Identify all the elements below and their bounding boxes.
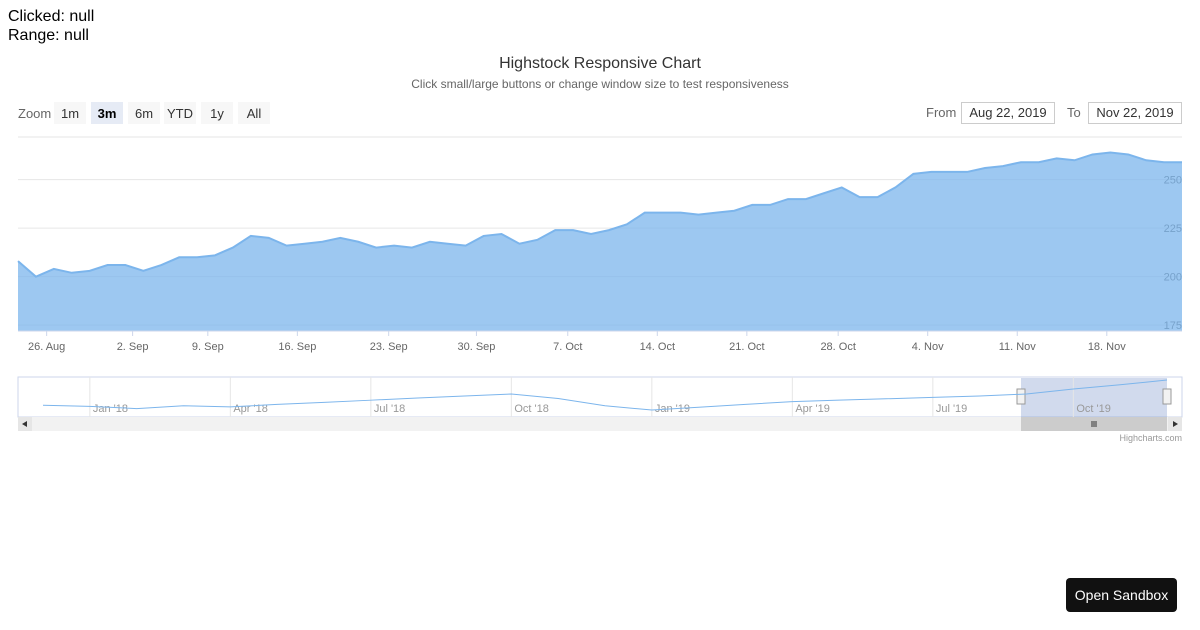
scrollbar-track: [18, 417, 1182, 431]
x-tick-label: 14. Oct: [640, 341, 675, 353]
x-tick-label: 2. Sep: [117, 341, 149, 353]
chart-subtitle: Click small/large buttons or change wind…: [411, 77, 789, 91]
from-input[interactable]: Aug 22, 2019: [961, 102, 1055, 124]
handle-right[interactable]: [1162, 388, 1172, 405]
x-tick-label: 11. Nov: [999, 341, 1037, 353]
navigator-tick-label: Jul '18: [374, 403, 405, 415]
chart-title: Highstock Responsive Chart: [499, 55, 701, 72]
x-tick-label: 4. Nov: [912, 341, 944, 353]
navigator-tick-label: Jan '18: [93, 403, 128, 415]
zoom-button[interactable]: 1y: [201, 102, 233, 124]
navigator-tick-label: Oct '18: [514, 403, 549, 415]
zoom-label: Zoom: [18, 106, 51, 121]
credits: Highcharts.com: [1119, 433, 1182, 443]
x-tick-label: 7. Oct: [553, 341, 582, 353]
scroll-grip: [1091, 421, 1097, 427]
range-status: Range: null: [8, 27, 89, 44]
navigator-frame: [17, 376, 1183, 418]
zoom-button[interactable]: 6m: [128, 102, 160, 124]
navigator-tick-label: Oct '19: [1076, 403, 1111, 415]
navigator-tick-label: Apr '19: [795, 403, 830, 415]
navigator-mask: [1021, 378, 1167, 417]
x-tick-label: 28. Oct: [820, 341, 855, 353]
from-label: From: [926, 105, 957, 120]
zoom-button[interactable]: 1m: [54, 102, 86, 124]
arrow-left: [22, 421, 27, 427]
navigator-line: [42, 379, 1168, 411]
to-input[interactable]: Nov 22, 2019: [1088, 102, 1182, 124]
x-tick-label: 18. Nov: [1088, 341, 1126, 353]
zoom-button[interactable]: 3m: [91, 102, 123, 124]
zoom-button[interactable]: YTD: [164, 102, 196, 124]
to-label: To: [1067, 105, 1081, 120]
area: [18, 152, 1182, 331]
x-tick-label: 9. Sep: [192, 341, 224, 353]
x-tick-label: 30. Sep: [457, 341, 495, 353]
x-tick-label: 23. Sep: [370, 341, 408, 353]
arrow-right: [1173, 421, 1178, 427]
area-line: [17, 151, 1182, 278]
navigator-tick-label: Jul '19: [936, 403, 967, 415]
open-sandbox-button[interactable]: Open Sandbox: [1066, 578, 1177, 612]
clicked-status: Clicked: null: [8, 8, 95, 25]
zoom-button[interactable]: All: [238, 102, 270, 124]
handle-left[interactable]: [1016, 388, 1026, 405]
x-tick-label: 26. Aug: [28, 341, 65, 353]
x-tick-label: 16. Sep: [278, 341, 316, 353]
x-tick-label: 21. Oct: [729, 341, 764, 353]
